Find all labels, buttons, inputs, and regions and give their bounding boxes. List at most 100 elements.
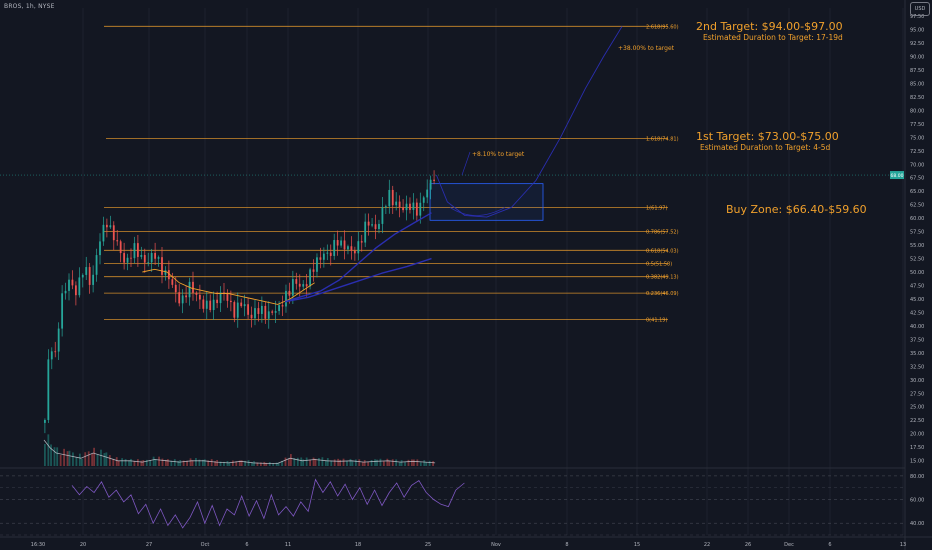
candle-body: [250, 314, 253, 319]
volume-bar: [231, 460, 234, 466]
current-price-tag: [890, 171, 904, 180]
candle-body: [291, 279, 294, 296]
price-tick-label: 45.00: [910, 297, 924, 303]
candle-body: [157, 257, 160, 259]
candle-body: [412, 202, 415, 210]
price-tick-label: 82.50: [910, 95, 924, 101]
volume-bar: [56, 447, 59, 466]
volume-bar: [284, 457, 287, 466]
candle-body: [219, 292, 222, 304]
candle-body: [202, 299, 205, 309]
volume-bar: [112, 458, 115, 466]
volume-bar: [300, 457, 303, 466]
candle-body: [298, 283, 301, 287]
volume-bar: [247, 460, 250, 466]
price-tick-label: 17.50: [910, 445, 924, 451]
volume-bar: [288, 458, 290, 466]
volume-bar: [376, 459, 378, 466]
volume-bar: [388, 460, 391, 466]
time-tick-label: 8: [565, 542, 568, 548]
volume-bar: [124, 459, 127, 466]
volume-bar: [305, 457, 308, 466]
fib-level-label: 0.618(54.03): [646, 248, 679, 254]
price-tick-label: 57.50: [910, 230, 924, 236]
candle-body: [167, 270, 170, 280]
volume-bar: [84, 452, 87, 466]
price-tick-label: 27.50: [910, 391, 924, 397]
volume-bar: [374, 459, 376, 466]
volume-bar: [259, 462, 262, 466]
volume-bar: [87, 451, 90, 466]
volume-bar: [186, 460, 188, 466]
candle-body: [257, 308, 260, 314]
volume-bar: [398, 462, 401, 466]
volume-bar: [189, 458, 192, 466]
candle-body: [119, 241, 122, 254]
price-tick-label: 67.50: [910, 176, 924, 182]
fib-level-label: 0(41.19): [646, 317, 667, 323]
candle-body: [264, 305, 267, 319]
candle-body: [302, 284, 305, 287]
candle-body: [271, 311, 274, 313]
volume-bar: [346, 461, 348, 466]
candle-body: [88, 267, 91, 285]
volume-bar: [145, 459, 148, 466]
candle-body: [333, 240, 336, 256]
fib-level-label: 2.618(95.60): [646, 24, 679, 30]
price-tick-label: 97.50: [910, 14, 924, 20]
price-tick-label: 25.00: [910, 405, 924, 411]
volume-bar: [312, 457, 315, 466]
candle-body: [240, 302, 243, 307]
target2-gain: +38.00% to target: [618, 45, 674, 52]
price-tick-label: 22.50: [910, 418, 924, 424]
candle-body: [126, 257, 129, 263]
candle-body: [216, 299, 218, 304]
price-tick-label: 50.00: [910, 270, 924, 276]
volume-bar: [228, 462, 231, 466]
volume-bar: [419, 462, 422, 466]
candle-body: [105, 224, 108, 228]
target1-title: 1st Target: $73.00-$75.00: [696, 130, 839, 143]
volume-bar: [96, 454, 99, 466]
candle-body: [360, 241, 363, 243]
buy-zone-label: Buy Zone: $66.40-$59.60: [726, 203, 867, 216]
fast-moving-average-line: [284, 212, 432, 303]
candle-body: [316, 257, 318, 272]
candle-body: [374, 224, 377, 229]
time-tick-label: 20: [80, 542, 86, 548]
volume-bar: [75, 457, 78, 466]
candle-body: [136, 243, 139, 257]
volume-bar: [136, 459, 139, 466]
time-tick-label: 26: [745, 542, 751, 548]
candle-body: [405, 203, 408, 211]
volume-bar: [395, 459, 398, 466]
candle-body: [226, 293, 229, 301]
volume-bar: [105, 452, 108, 466]
rsi-line: [71, 478, 465, 529]
volume-bar: [413, 459, 415, 466]
volume-bar: [170, 460, 173, 466]
volume-bar: [432, 461, 434, 466]
candle-body: [322, 253, 325, 260]
candle-body: [260, 305, 263, 314]
price-tick-label: 20.00: [910, 432, 924, 438]
volume-bar: [404, 462, 406, 466]
candle-body: [319, 257, 322, 260]
volume-bar: [411, 459, 413, 466]
candle-body: [281, 305, 284, 307]
candle-body: [99, 241, 101, 256]
candle-body: [44, 419, 46, 423]
time-tick-label: 6: [828, 542, 831, 548]
candle-body: [364, 221, 367, 243]
time-tick-label: 11: [285, 542, 291, 548]
price-tick-label: 32.50: [910, 364, 924, 370]
volume-bar: [275, 462, 278, 466]
rsi-tick-label: 40.00: [910, 521, 924, 527]
candle-body: [429, 179, 432, 190]
candle-body: [433, 179, 435, 181]
volume-bar: [173, 459, 176, 466]
currency-badge[interactable]: USD: [910, 2, 930, 16]
candle-body: [326, 252, 329, 254]
volume-bar: [78, 453, 81, 466]
